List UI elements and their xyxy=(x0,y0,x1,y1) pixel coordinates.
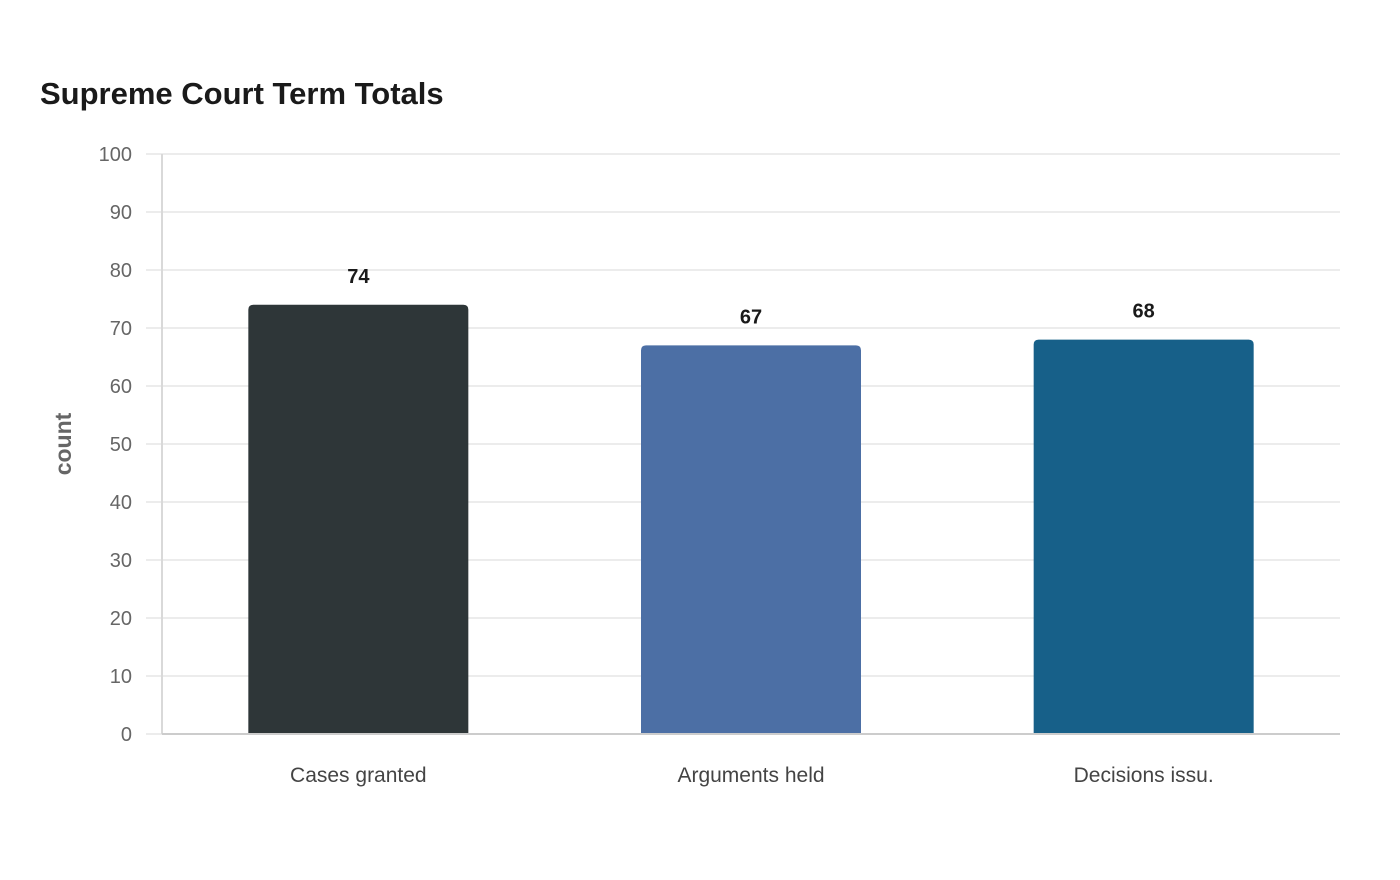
data-label: 67 xyxy=(740,306,762,328)
y-tick-label: 0 xyxy=(121,724,132,746)
bars xyxy=(248,304,1254,734)
value-labels: 74 67 68 xyxy=(347,266,1155,329)
y-axis-ticks: 0 10 20 30 40 50 60 70 80 90 100 xyxy=(99,144,132,746)
y-tick-label: 50 xyxy=(110,434,132,456)
x-tick-label: Decisions issu. xyxy=(1074,764,1214,787)
y-tick-label: 10 xyxy=(110,666,132,688)
data-label: 68 xyxy=(1133,301,1155,323)
y-tick-label: 100 xyxy=(99,144,132,166)
bar xyxy=(1033,339,1254,734)
y-tick-label: 90 xyxy=(110,202,132,224)
y-tick-label: 40 xyxy=(110,492,132,514)
bar xyxy=(641,345,861,734)
x-axis-labels: Cases granted Arguments held Decisions iss… xyxy=(290,764,1214,787)
y-tick-label: 80 xyxy=(110,260,132,282)
bar xyxy=(248,304,469,734)
chart-title: Supreme Court Term Totals xyxy=(40,76,444,111)
x-tick-label: Cases granted xyxy=(290,764,427,787)
y-axis-title: count xyxy=(50,412,76,475)
x-tick-label: Arguments held xyxy=(677,764,824,787)
data-label: 74 xyxy=(347,266,370,288)
y-tick-label: 20 xyxy=(110,608,132,630)
y-tick-label: 70 xyxy=(110,318,132,340)
y-tick-label: 30 xyxy=(110,550,132,572)
y-tick-label: 60 xyxy=(110,376,132,398)
